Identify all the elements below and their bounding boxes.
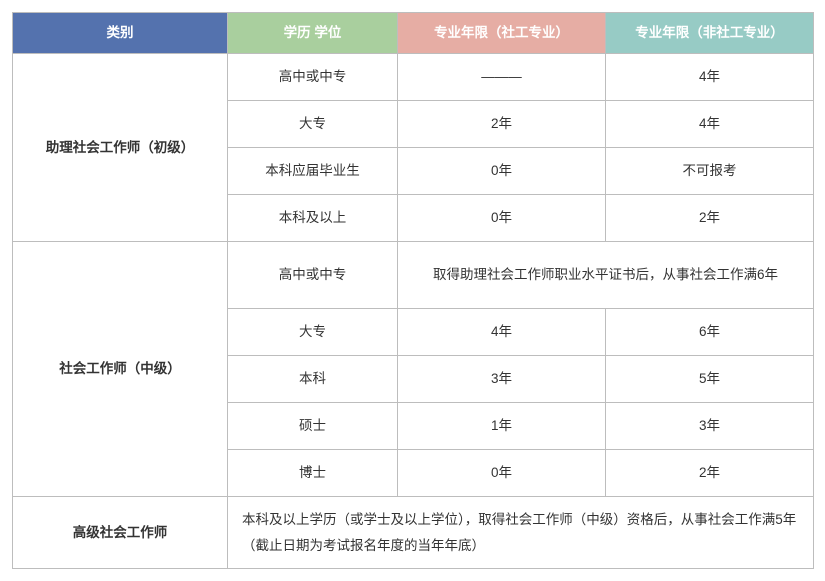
- merged-note-cell: 取得助理社会工作师职业水平证书后，从事社会工作满6年: [398, 242, 814, 309]
- edu-cell: 本科: [228, 356, 398, 403]
- edu-cell: 硕士: [228, 403, 398, 450]
- non-cell: 6年: [606, 309, 814, 356]
- senior-note-cell: 本科及以上学历（或学士及以上学位），取得社会工作师（中级）资格后，从事社会工作满…: [228, 497, 814, 569]
- non-cell: 2年: [606, 195, 814, 242]
- edu-cell: 高中或中专: [228, 242, 398, 309]
- edu-cell: 博士: [228, 450, 398, 497]
- non-cell: 2年: [606, 450, 814, 497]
- non-cell: 4年: [606, 54, 814, 101]
- table-row: 助理社会工作师（初级） 高中或中专 ——— 4年: [13, 54, 814, 101]
- non-cell: 5年: [606, 356, 814, 403]
- major-cell: 0年: [398, 148, 606, 195]
- non-cell: 4年: [606, 101, 814, 148]
- major-cell: 3年: [398, 356, 606, 403]
- header-education: 学历 学位: [228, 13, 398, 54]
- edu-cell: 大专: [228, 101, 398, 148]
- non-cell: 3年: [606, 403, 814, 450]
- header-major-years: 专业年限（社工专业）: [398, 13, 606, 54]
- major-cell: ———: [398, 54, 606, 101]
- major-cell: 1年: [398, 403, 606, 450]
- header-category: 类别: [13, 13, 228, 54]
- major-cell: 0年: [398, 450, 606, 497]
- header-nonmajor-years: 专业年限（非社工专业）: [606, 13, 814, 54]
- category-assistant: 助理社会工作师（初级）: [13, 54, 228, 242]
- major-cell: 0年: [398, 195, 606, 242]
- qualification-table: 类别 学历 学位 专业年限（社工专业） 专业年限（非社工专业） 助理社会工作师（…: [12, 12, 814, 569]
- edu-cell: 大专: [228, 309, 398, 356]
- table-row: 社会工作师（中级） 高中或中专 取得助理社会工作师职业水平证书后，从事社会工作满…: [13, 242, 814, 309]
- major-cell: 2年: [398, 101, 606, 148]
- header-row: 类别 学历 学位 专业年限（社工专业） 专业年限（非社工专业）: [13, 13, 814, 54]
- edu-cell: 本科及以上: [228, 195, 398, 242]
- category-intermediate: 社会工作师（中级）: [13, 242, 228, 497]
- non-cell: 不可报考: [606, 148, 814, 195]
- table-row: 高级社会工作师 本科及以上学历（或学士及以上学位），取得社会工作师（中级）资格后…: [13, 497, 814, 569]
- edu-cell: 高中或中专: [228, 54, 398, 101]
- category-senior: 高级社会工作师: [13, 497, 228, 569]
- major-cell: 4年: [398, 309, 606, 356]
- edu-cell: 本科应届毕业生: [228, 148, 398, 195]
